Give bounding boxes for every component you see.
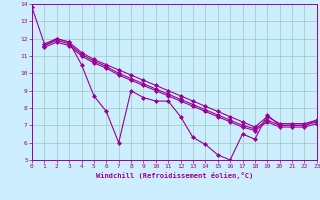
X-axis label: Windchill (Refroidissement éolien,°C): Windchill (Refroidissement éolien,°C) <box>96 172 253 179</box>
